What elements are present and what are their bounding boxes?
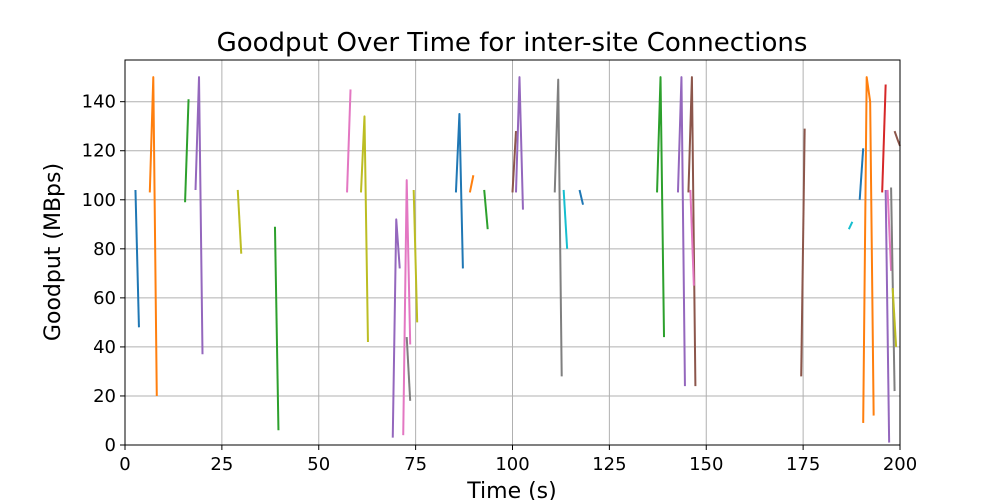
series-line-31 (886, 189, 893, 271)
series-line-8 (359, 115, 369, 343)
x-tick-label: 175 (786, 454, 820, 475)
series-line-1 (134, 189, 140, 328)
x-tick-label: 0 (119, 454, 130, 475)
x-tick-label: 125 (592, 454, 626, 475)
series-line-22 (676, 76, 686, 387)
series-line-18 (553, 78, 563, 377)
series-line-30 (884, 189, 891, 443)
x-axis-ticks: 0 25 50 75 100 125 150 175 200 (119, 445, 917, 475)
series-line-10 (402, 179, 412, 436)
x-axis-label: Time (s) (466, 479, 556, 500)
y-tick-label: 40 (93, 337, 116, 358)
series-line-7 (346, 89, 352, 193)
x-tick-label: 150 (689, 454, 723, 475)
y-tick-label: 60 (93, 288, 116, 309)
series-line-9 (391, 218, 401, 438)
series-line-27 (858, 148, 865, 200)
series-line-17 (514, 76, 524, 210)
y-tick-label: 0 (105, 435, 116, 456)
x-tick-label: 25 (210, 454, 233, 475)
x-tick-label: 100 (495, 454, 529, 475)
y-tick-label: 140 (82, 92, 116, 113)
series-line-13 (454, 112, 464, 269)
x-tick-label: 75 (404, 454, 427, 475)
y-axis-label: Goodput (MBps) (41, 163, 66, 341)
y-axis-ticks: 0 20 40 60 80 100 120 140 (82, 92, 125, 456)
series-line-6 (273, 226, 280, 431)
series-line-25 (800, 128, 806, 377)
series-line-12 (412, 189, 419, 323)
x-tick-label: 200 (883, 454, 917, 475)
series-line-34 (893, 130, 901, 147)
series-line-14 (468, 175, 475, 193)
series-line-21 (656, 76, 666, 338)
series-layer (134, 76, 901, 443)
series-line-20 (578, 189, 584, 205)
series-line-28 (862, 76, 875, 423)
y-tick-label: 20 (93, 386, 116, 407)
series-line-15 (483, 189, 489, 230)
y-tick-label: 120 (82, 141, 116, 162)
series-line-3 (184, 99, 190, 203)
series-line-4 (194, 76, 204, 355)
series-line-29 (881, 84, 887, 193)
series-line-11 (405, 337, 412, 401)
x-tick-label: 50 (307, 454, 330, 475)
series-line-24 (689, 189, 695, 286)
series-line-2 (148, 76, 158, 396)
series-line-19 (562, 189, 569, 249)
chart-title: Goodput Over Time for inter-site Connect… (217, 28, 808, 58)
y-tick-label: 80 (93, 239, 116, 260)
series-line-5 (236, 189, 243, 254)
series-line-26 (847, 221, 854, 230)
series-line-16 (511, 131, 517, 193)
y-tick-label: 100 (82, 190, 116, 211)
series-line-33 (891, 288, 898, 347)
